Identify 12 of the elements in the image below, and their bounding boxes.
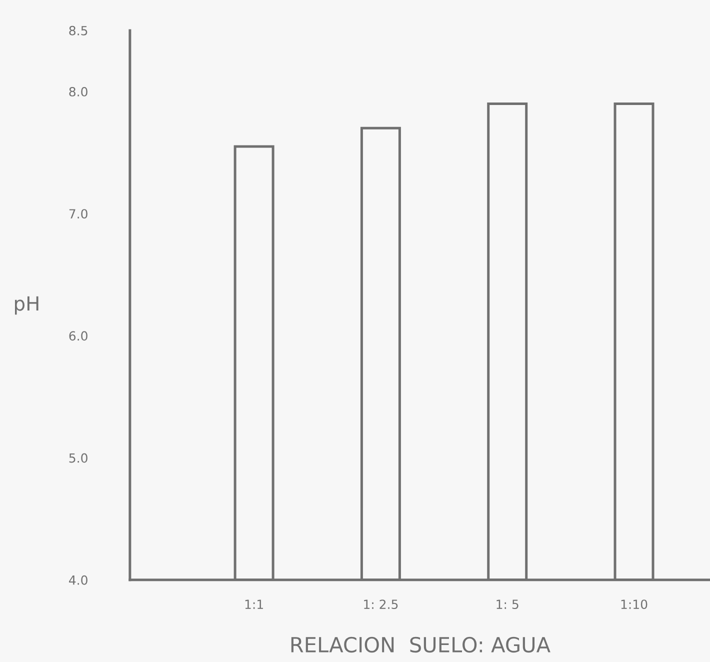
y-tick-label: 7.0 (69, 209, 88, 219)
y-tick-label: 4.0 (68, 575, 88, 585)
x-tick-label: 1: 2.5 (364, 600, 398, 610)
y-tick-label: 5.0 (69, 453, 88, 463)
x-tick-label: 1: 5 (496, 600, 518, 610)
y-tick-label: 8.5 (69, 26, 88, 36)
x-tick-label: 1:10 (621, 600, 648, 610)
x-axis-title: RELACION SUELO: AGUA (291, 636, 550, 653)
y-axis-title: pH (15, 296, 38, 315)
x-tick-label: 1:1 (245, 600, 263, 609)
y-tick-label: 8.0 (69, 86, 88, 96)
y-tick-label: 6.0 (69, 331, 88, 341)
